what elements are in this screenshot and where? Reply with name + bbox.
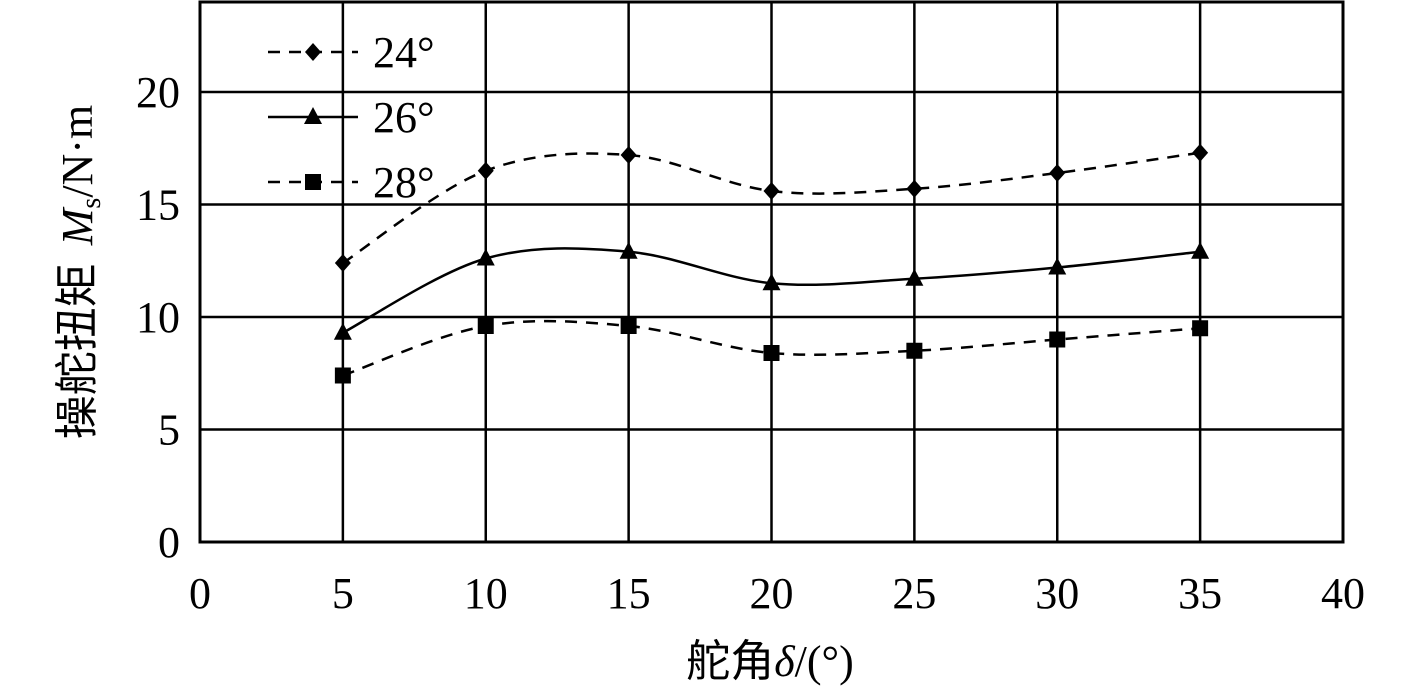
marker bbox=[1049, 331, 1066, 348]
y-tick-label: 0 bbox=[158, 518, 180, 567]
y-label-part: M bbox=[53, 206, 102, 246]
marker bbox=[1192, 320, 1209, 337]
legend-label: 28° bbox=[373, 158, 435, 207]
y-tick-label: 15 bbox=[136, 181, 180, 230]
marker bbox=[762, 273, 781, 291]
x-tick-label: 25 bbox=[892, 569, 936, 618]
y-tick-label: 10 bbox=[136, 293, 180, 342]
legend-marker bbox=[305, 43, 321, 61]
marker bbox=[620, 318, 637, 334]
y-label-part: /N·m bbox=[53, 105, 102, 198]
marker bbox=[905, 268, 924, 286]
legend-label: 24° bbox=[373, 28, 435, 77]
marker bbox=[477, 318, 494, 334]
x-axis-label: 舵角δ/(°) bbox=[686, 637, 854, 686]
x-tick-label: 35 bbox=[1178, 569, 1222, 618]
marker bbox=[619, 241, 638, 259]
plot-frame bbox=[198, 0, 1345, 544]
x-tick-label: 40 bbox=[1321, 569, 1365, 618]
x-tick-label: 0 bbox=[189, 569, 211, 618]
marker bbox=[763, 345, 780, 361]
y-axis-label: 操舵扭矩 Ms/N·m bbox=[53, 105, 107, 439]
marker bbox=[333, 322, 352, 340]
marker bbox=[1049, 164, 1066, 182]
marker bbox=[334, 254, 351, 272]
marker bbox=[334, 367, 351, 384]
marker bbox=[477, 161, 494, 180]
marker bbox=[620, 146, 637, 164]
marker bbox=[1191, 241, 1210, 259]
x-label-part: 舵角 bbox=[686, 637, 774, 686]
marker bbox=[1192, 143, 1209, 162]
x-tick-label: 15 bbox=[607, 569, 651, 618]
x-tick-label: 5 bbox=[332, 569, 354, 618]
legend-marker bbox=[305, 174, 321, 190]
x-label-part: δ bbox=[774, 637, 796, 686]
marker bbox=[763, 182, 780, 200]
x-tick-label: 10 bbox=[464, 569, 508, 618]
y-tick-label: 20 bbox=[136, 68, 180, 117]
marker bbox=[906, 342, 923, 359]
y-label-part: s bbox=[76, 198, 107, 209]
x-tick-label: 30 bbox=[1035, 569, 1079, 618]
y-tick-label: 5 bbox=[158, 406, 180, 455]
legend-marker bbox=[304, 107, 322, 124]
marker bbox=[1048, 257, 1067, 275]
legend-label: 26° bbox=[373, 93, 435, 142]
x-tick-label: 20 bbox=[750, 569, 794, 618]
x-label-part: /(°) bbox=[795, 637, 854, 686]
marker bbox=[476, 248, 495, 266]
marker bbox=[906, 179, 923, 198]
y-label-part: 操舵扭矩 bbox=[53, 263, 102, 439]
